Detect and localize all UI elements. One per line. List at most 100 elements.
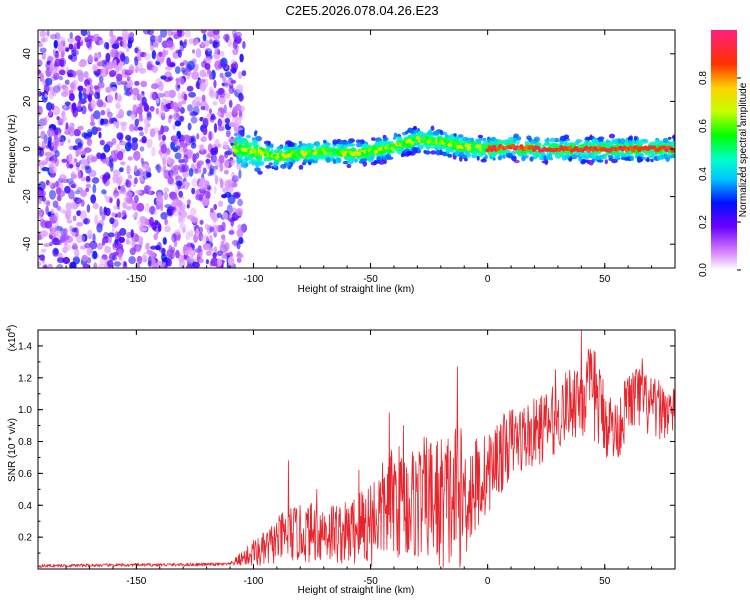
band-blob xyxy=(510,150,517,155)
noise-blob xyxy=(61,110,66,118)
band-blob xyxy=(253,131,257,137)
ridge-blob xyxy=(496,146,501,151)
noise-blob xyxy=(67,37,75,43)
noise-blob xyxy=(117,211,122,218)
noise-blob xyxy=(137,117,144,122)
noise-blob xyxy=(199,219,204,225)
noise-blob xyxy=(190,137,195,143)
noise-blob xyxy=(125,191,133,199)
colorbar-tick-label: 0.4 xyxy=(698,167,709,181)
noise-blob xyxy=(226,204,233,215)
noise-blob xyxy=(224,92,231,99)
band-blob xyxy=(234,141,238,145)
ridge-blob xyxy=(308,152,313,157)
noise-blob xyxy=(60,117,65,123)
noise-blob xyxy=(182,227,186,233)
noise-blob xyxy=(129,123,134,132)
noise-blob xyxy=(162,237,167,245)
noise-blob xyxy=(80,158,87,165)
noise-blob xyxy=(41,51,46,60)
band-blob xyxy=(614,154,619,160)
noise-blob xyxy=(191,216,199,225)
noise-blob xyxy=(38,211,42,217)
noise-blob xyxy=(115,143,121,153)
ridge-blob xyxy=(477,144,482,149)
noise-blob xyxy=(86,247,91,256)
noise-blob xyxy=(182,144,188,153)
noise-blob xyxy=(57,132,62,141)
noise-blob xyxy=(39,30,47,38)
ridge-blob xyxy=(464,143,469,148)
noise-blob xyxy=(214,175,219,185)
noise-blob xyxy=(174,145,181,150)
band-blob xyxy=(533,136,541,142)
noise-blob xyxy=(196,162,201,169)
colorbar-label: Normalized spectral amplitude xyxy=(738,82,749,217)
noise-blob xyxy=(103,231,109,239)
ridge-blob xyxy=(409,140,414,145)
noise-blob xyxy=(68,163,74,169)
band-blob xyxy=(381,140,387,145)
noise-blob xyxy=(87,94,92,101)
band-blob xyxy=(239,129,243,136)
band-blob xyxy=(287,162,291,167)
band-blob xyxy=(620,138,626,144)
noise-blob xyxy=(53,248,59,255)
noise-blob xyxy=(179,202,186,212)
noise-blob xyxy=(85,39,92,48)
noise-blob xyxy=(130,110,136,116)
band-blob xyxy=(238,140,243,145)
band-blob xyxy=(339,139,346,146)
noise-blob xyxy=(38,42,43,48)
band-blob xyxy=(498,140,504,145)
noise-blob xyxy=(114,231,119,241)
band-blob xyxy=(477,138,482,143)
noise-blob xyxy=(209,91,218,99)
noise-blob xyxy=(81,150,87,155)
noise-blob xyxy=(97,81,105,89)
noise-blob xyxy=(228,159,236,164)
noise-blob xyxy=(76,222,84,227)
noise-blob xyxy=(48,109,53,117)
band-blob xyxy=(273,162,277,168)
noise-blob xyxy=(187,122,192,131)
noise-blob xyxy=(233,192,241,199)
snr-scale-exponent: 4 xyxy=(6,328,13,332)
band-blob xyxy=(406,150,411,157)
spectrogram-ytick-label: -20 xyxy=(22,189,33,204)
snr-scale-label: (x104) xyxy=(6,325,18,352)
band-blob xyxy=(240,161,246,168)
band-blob xyxy=(546,143,554,147)
noise-blob xyxy=(156,166,163,173)
band-blob xyxy=(464,157,468,162)
noise-blob xyxy=(160,75,167,80)
noise-blob xyxy=(106,94,114,104)
ridge-blob xyxy=(340,149,345,154)
band-blob xyxy=(667,136,672,140)
noise-blob xyxy=(200,234,208,243)
noise-blob xyxy=(167,30,173,37)
noise-blob xyxy=(76,40,81,50)
snr-scale-close: ) xyxy=(7,325,18,328)
noise-blob xyxy=(119,121,128,127)
noise-blob xyxy=(224,242,230,252)
band-blob xyxy=(476,155,480,161)
noise-blob xyxy=(41,140,47,149)
ridge-blob xyxy=(567,145,572,150)
noise-blob xyxy=(39,47,47,53)
noise-blob xyxy=(167,176,174,185)
noise-blob xyxy=(64,241,68,247)
noise-blob xyxy=(64,79,70,85)
band-blob xyxy=(235,136,240,142)
noise-blob xyxy=(194,96,202,102)
noise-blob xyxy=(181,99,187,105)
noise-blob xyxy=(164,225,171,233)
noise-blob xyxy=(170,195,179,202)
noise-blob xyxy=(78,60,86,68)
band-blob xyxy=(231,144,239,150)
noise-blob xyxy=(228,230,235,235)
noise-blob xyxy=(222,250,228,259)
noise-blob xyxy=(86,84,90,94)
noise-blob xyxy=(201,136,207,143)
noise-blob xyxy=(172,199,177,205)
